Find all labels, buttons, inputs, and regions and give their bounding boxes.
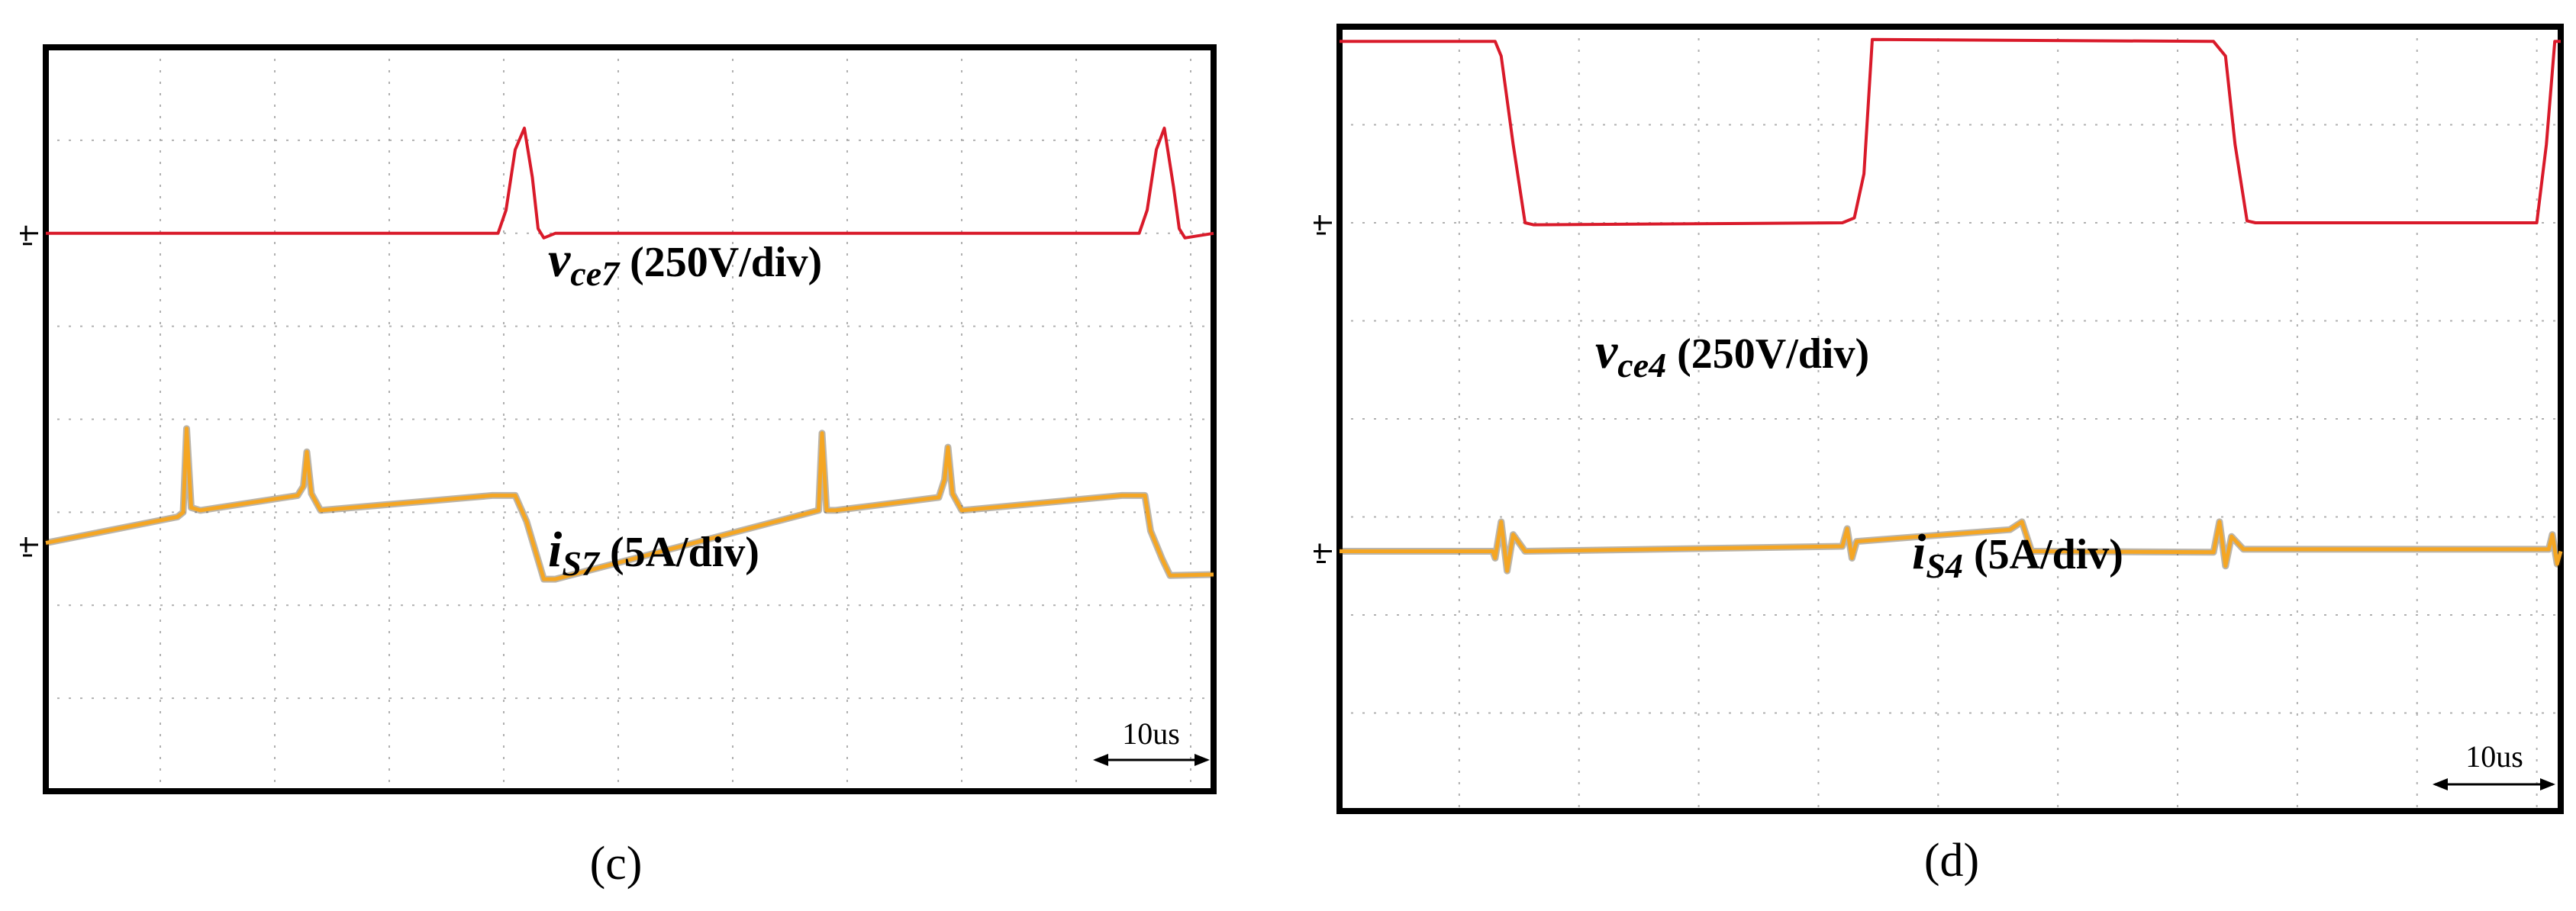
ground-markers-c [20,225,38,557]
panel-c: vce7 (250V/div) iS7 (5A/div) 10us (c) [20,44,1217,890]
label-vce4-main: v [1595,324,1618,379]
scale-bar-d-label: 10us [2465,739,2523,774]
label-vce4-sub: ce4 [1617,346,1666,385]
label-is4-sub: S4 [1926,546,1963,585]
label-is4-scale: (5A/div) [1974,531,2123,578]
grid-c [46,47,1214,791]
trace-vce4 [1340,37,2561,227]
frame-d [1336,24,2564,814]
label-is7: iS7 (5A/div) [548,522,759,583]
trace-iS4 [1340,520,2563,573]
trace-vce7 [46,127,1214,240]
frame-c [43,44,1217,794]
label-is7-scale: (5A/div) [610,529,759,576]
scale-bar-c-label: 10us [1122,716,1180,751]
scale-bar-d: 10us [2433,739,2555,790]
label-vce4-scale: (250V/div) [1677,330,1869,378]
ground-marker-vce7 [20,225,38,246]
grid-d [1340,27,2561,811]
label-vce7-sub: ce7 [570,254,621,293]
ground-marker-vce4 [1314,215,1332,235]
label-is4: iS4 (5A/div) [1912,524,2123,585]
label-is7-sub: S7 [562,544,601,583]
label-vce7: vce7 (250V/div) [548,232,822,293]
ground-marker-iS7 [20,537,38,557]
label-is4-main: i [1912,524,1926,580]
panel-d: vce4 (250V/div) iS4 (5A/div) 10us (d) [1314,24,2565,887]
caption-d: (d) [1924,835,1979,887]
ground-markers-d [1314,215,1332,563]
traces-c [45,127,1214,583]
label-vce4: vce4 (250V/div) [1595,324,1869,385]
caption-c: (c) [590,838,643,890]
scale-bar-c: 10us [1093,716,1210,766]
trace-iS7 [45,427,1214,581]
ground-marker-iS4 [1314,543,1332,563]
traces-d [1340,37,2565,575]
label-vce7-main: v [548,232,571,288]
label-is7-main: i [548,522,563,578]
label-vce7-scale: (250V/div) [630,239,822,286]
